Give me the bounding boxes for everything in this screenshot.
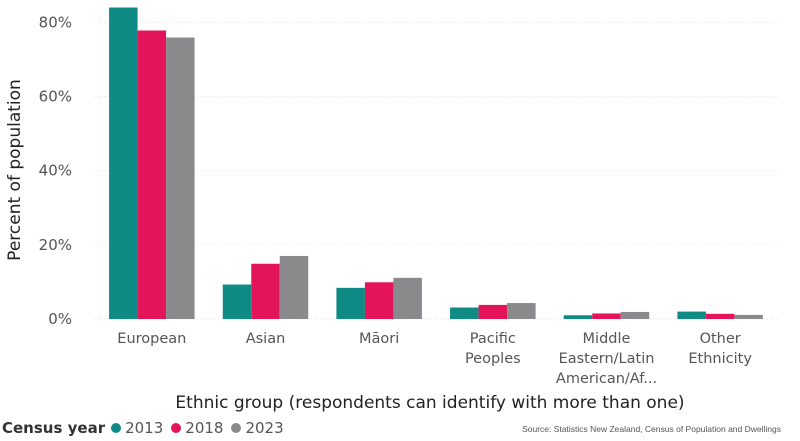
source-note: Source: Statistics New Zealand, Census o… [522,424,781,434]
y-tick-label: 20% [39,236,72,254]
x-category-label: Other [700,331,741,347]
legend-items: 2013 2018 2023 [111,419,292,437]
gridlines [95,21,777,320]
bar-2023[interactable] [166,37,195,319]
x-category-label: European [117,331,186,347]
y-tick-label: 0% [48,310,72,328]
legend-item-2023[interactable]: 2023 [231,419,284,437]
bar-2018[interactable] [364,282,394,319]
legend-label: 2013 [125,419,164,437]
x-category-label: Ethnicity [688,351,752,367]
bar-2018[interactable] [705,313,735,319]
bar-2023[interactable] [620,311,650,319]
y-axis-title: Percent of population [5,79,25,261]
legend-label: 2018 [185,419,224,437]
bar-2023[interactable] [734,314,763,319]
bar-2013[interactable] [109,7,138,320]
x-category-label: Peoples [465,351,521,367]
legend-label: 2023 [245,419,284,437]
bar-2018[interactable] [251,263,280,319]
bar-2023[interactable] [393,277,422,319]
bar-2013[interactable] [450,307,479,319]
legend-title: Census year [2,419,106,437]
legend: Census year 2013 2018 2023 [2,417,292,439]
y-tick-label: 40% [39,162,72,180]
legend-swatch [111,423,122,433]
x-axis-title: Ethnic group (respondents can identify w… [175,393,684,413]
bar-2023[interactable] [507,303,536,319]
x-category-label: Pacific [470,331,516,347]
y-axis-ticks: 0% 20% 40% 60% 80% [39,13,72,328]
legend-swatch [171,423,182,433]
bar-2013[interactable] [563,315,593,319]
bar-2018[interactable] [137,30,167,319]
bar-2018[interactable] [478,304,508,319]
x-category-label: American/Af... [556,371,657,387]
y-tick-label: 80% [39,13,72,31]
x-category-label: Māori [359,331,399,347]
y-tick-label: 60% [39,88,72,106]
bar-2013[interactable] [336,287,365,319]
legend-swatch [231,423,242,433]
x-category-label: Middle [583,331,631,347]
bar-2013[interactable] [222,284,252,319]
x-axis-categories: European Asian Māori Pacific Peoples Middle Ea… [117,331,752,387]
bar-2013[interactable] [677,311,706,319]
x-category-label: Asian [246,331,286,347]
legend-item-2018[interactable]: 2018 [171,419,223,437]
bars [109,7,763,320]
bar-2023[interactable] [279,255,309,319]
legend-item-2013[interactable]: 2013 [111,419,163,437]
bar-2018[interactable] [592,313,621,319]
x-category-label: Eastern/Latin [559,351,655,367]
